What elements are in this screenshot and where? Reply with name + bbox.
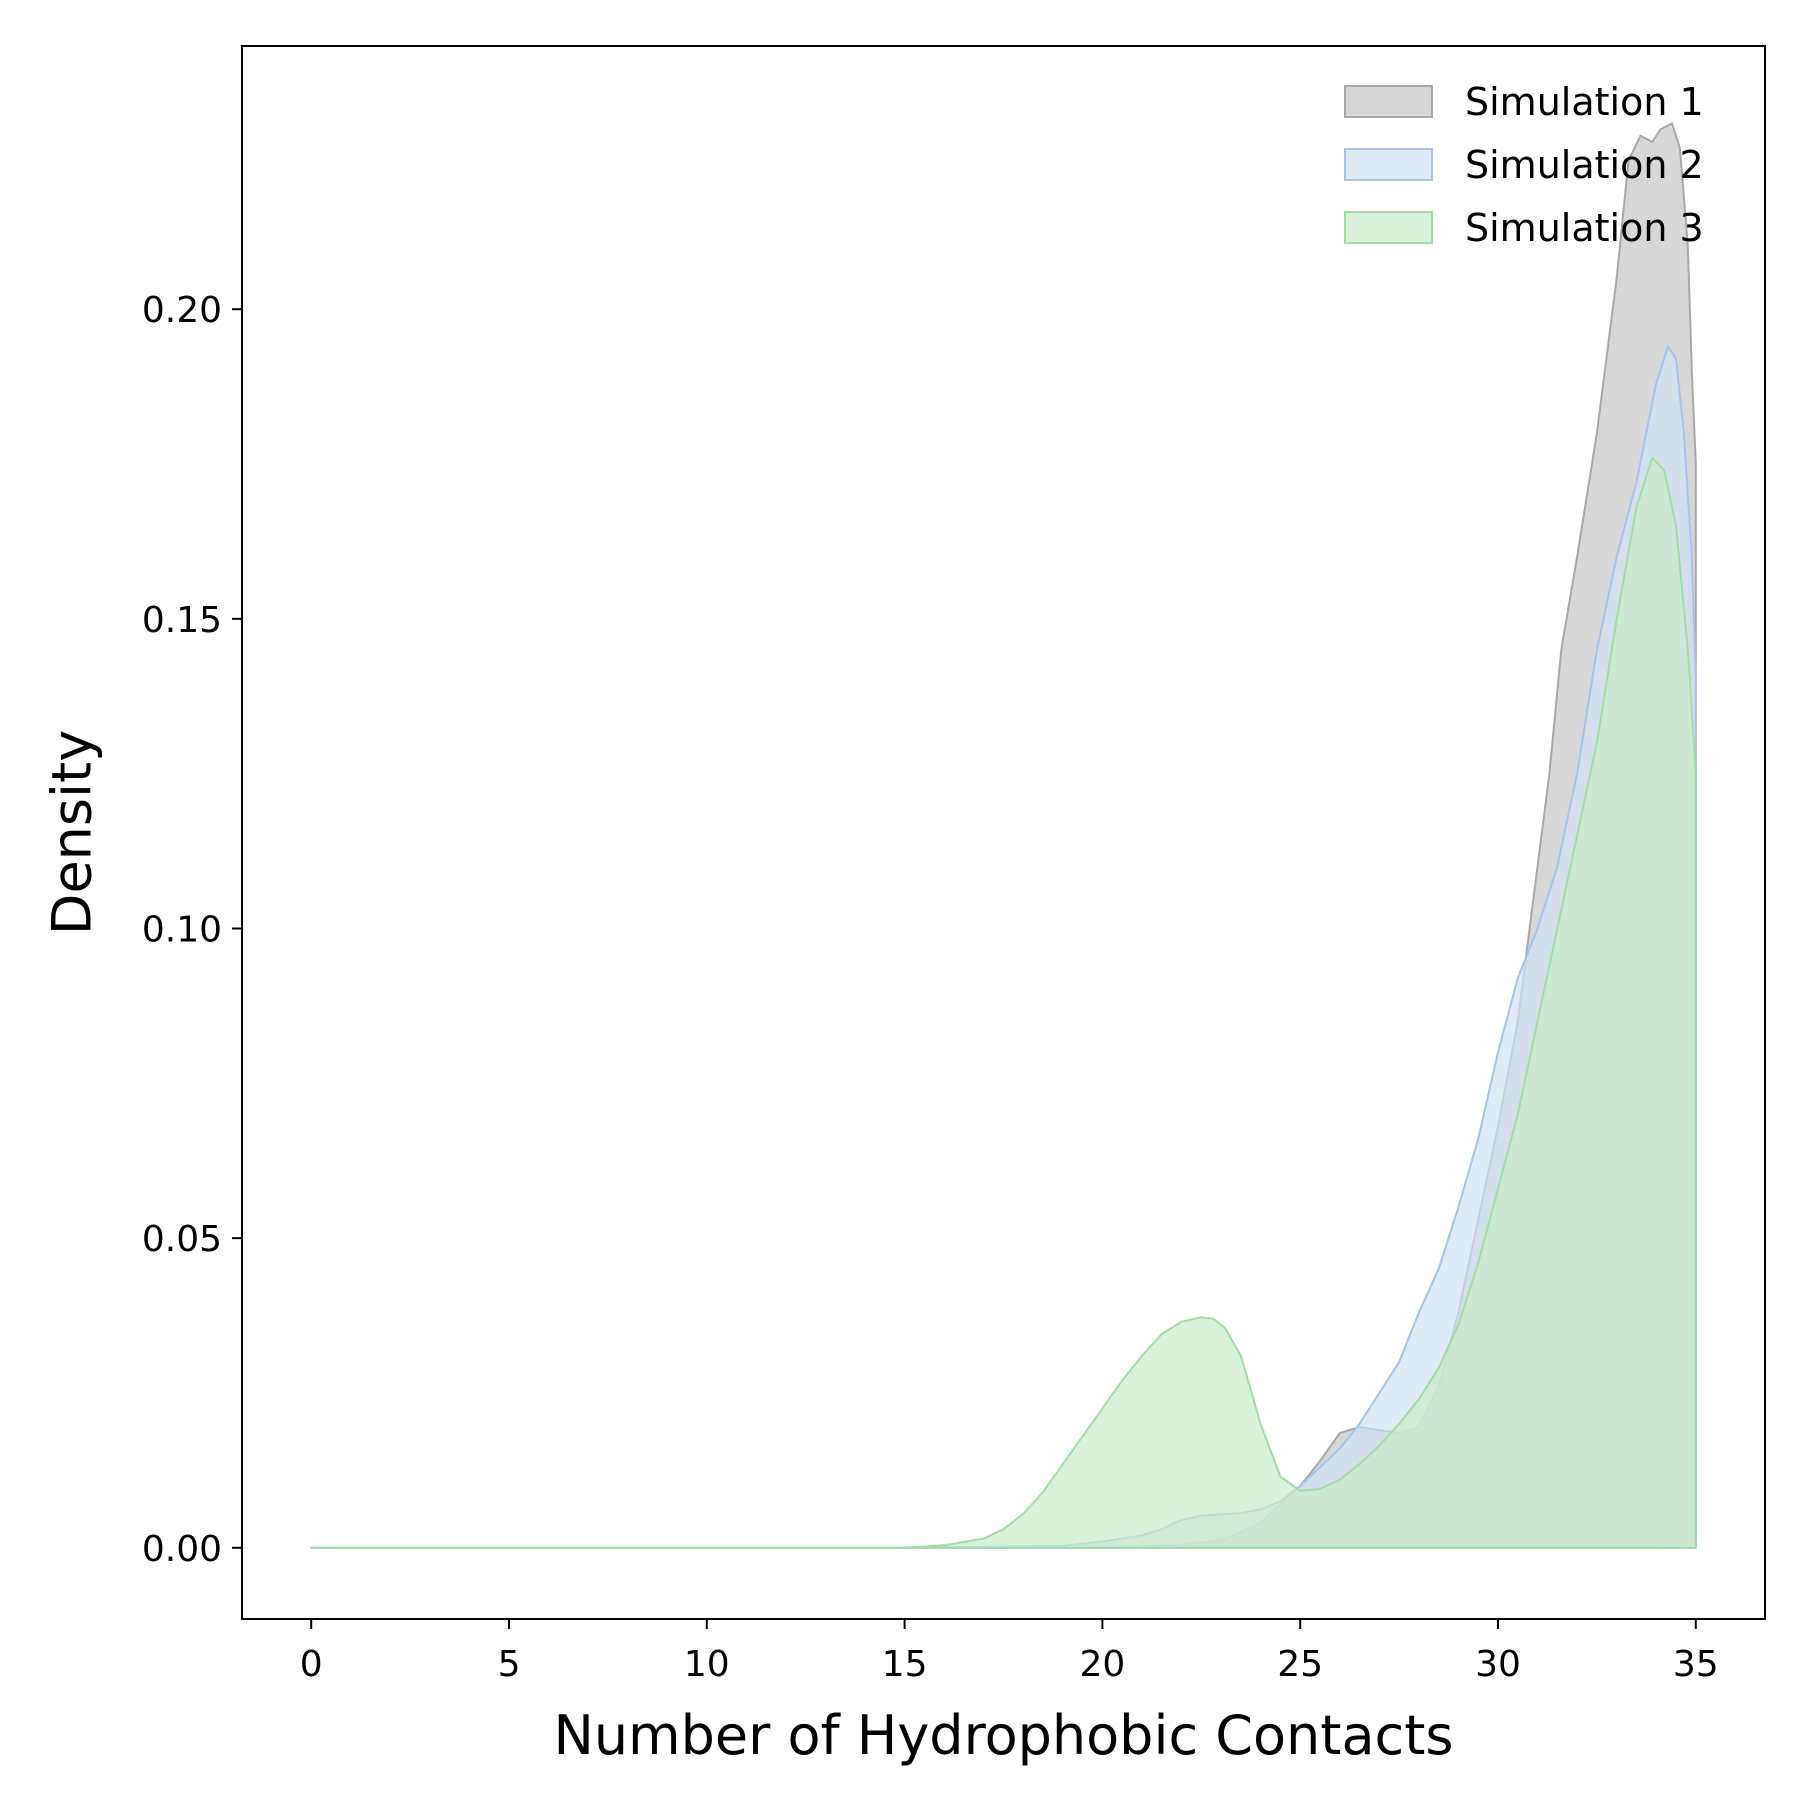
x-tick-label: 10 [684,1644,730,1685]
legend-swatch-simulation-3 [1344,211,1433,244]
legend-swatch-simulation-1 [1344,85,1433,118]
x-tick-label: 15 [882,1644,928,1685]
series-area-simulation-3 [310,456,1697,1549]
x-tick-label: 0 [300,1644,323,1685]
y-axis: 0.00 0.05 0.10 0.15 0.20 [142,290,242,1570]
y-tick-label: 0.15 [142,600,222,641]
series-layer [310,122,1697,1549]
legend-swatch-simulation-2 [1344,148,1433,181]
y-axis-title: Density [41,730,104,935]
plot-frame [241,45,1766,1620]
x-axis-title: Number of Hydrophobic Contacts [553,1704,1453,1767]
y-tick-label: 0.10 [142,909,222,950]
x-tick-label: 20 [1079,1644,1125,1685]
legend-label-simulation-1: Simulation 1 [1465,80,1704,124]
x-tick-label: 25 [1277,1644,1323,1685]
legend: Simulation 1 Simulation 2 Simulation 3 [1344,80,1704,250]
x-tick-label: 30 [1475,1644,1521,1685]
y-tick-label: 0.20 [142,290,222,331]
x-tick-label: 5 [498,1644,521,1685]
x-axis: 0 5 10 15 20 25 30 35 [300,1619,1719,1685]
legend-label-simulation-3: Simulation 3 [1465,206,1704,250]
y-tick-label: 0.05 [142,1219,222,1260]
legend-label-simulation-2: Simulation 2 [1465,143,1704,187]
y-tick-label: 0.00 [142,1529,222,1570]
x-tick-label: 35 [1673,1644,1719,1685]
